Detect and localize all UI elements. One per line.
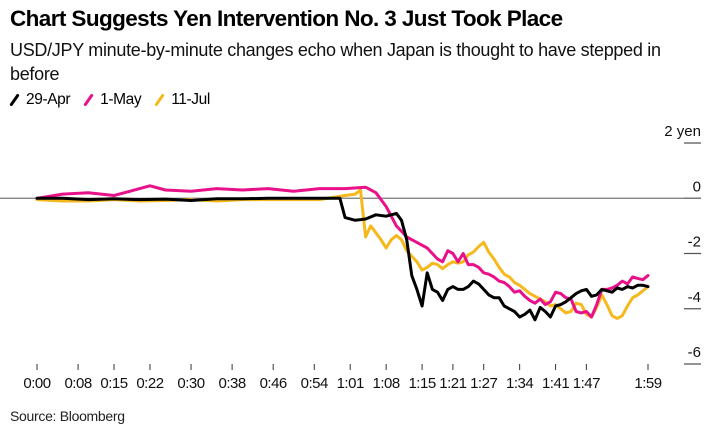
- legend-label-1-may: 1-May: [100, 91, 142, 108]
- y-tick-label: -2: [688, 234, 701, 251]
- y-tick-label: 0: [693, 178, 701, 195]
- source-note: Source: Bloomberg: [10, 408, 125, 424]
- legend: 29-Apr 1-May 11-Jul: [10, 91, 224, 109]
- x-tick-label: 0:15: [100, 375, 127, 392]
- x-tick-label: 0:22: [136, 375, 163, 392]
- x-tick-label: 0:38: [219, 375, 246, 392]
- legend-item-1-may: 1-May: [84, 91, 141, 109]
- x-tick-label: 1:15: [408, 375, 435, 392]
- x-tick-label: 1:47: [573, 375, 600, 392]
- y-axis: 2 yen 0 -2 -4 -6: [0, 123, 701, 365]
- x-tick-label: 1:34: [506, 375, 533, 392]
- series-line-1-may: [35, 184, 650, 319]
- series-layer: [35, 184, 650, 322]
- x-tick-label: 0:46: [260, 375, 287, 392]
- x-tick-label: 1:21: [439, 375, 466, 392]
- chart-subtitle: USD/JPY minute-by-minute changes echo wh…: [10, 40, 661, 84]
- chart-title: Chart Suggests Yen Intervention No. 3 Ju…: [10, 6, 563, 31]
- x-tick-label: 1:01: [337, 375, 364, 392]
- x-tick-label: 0:30: [177, 375, 204, 392]
- legend-label-11-jul: 11-Jul: [171, 91, 210, 108]
- y-tick-label: 2 yen: [664, 123, 701, 140]
- legend-label-29-apr: 29-Apr: [26, 91, 71, 108]
- legend-item-29-apr: 29-Apr: [10, 91, 71, 109]
- legend-item-11-jul: 11-Jul: [155, 91, 210, 109]
- x-tick-label: 1:27: [470, 375, 497, 392]
- y-tick-label: -4: [688, 289, 701, 306]
- x-tick-label: 0:08: [64, 375, 91, 392]
- x-tick-label: 1:08: [373, 375, 400, 392]
- x-tick-label: 0:00: [23, 375, 50, 392]
- x-axis: 0:00 0:08 0:15 0:22 0:30 0:38 0:46 0:54 1:01 1:08…: [23, 364, 662, 392]
- x-tick-label: 1:59: [634, 375, 661, 392]
- y-tick-label: -6: [688, 344, 701, 361]
- x-tick-label: 1:41: [542, 375, 569, 392]
- series-line-29-apr: [35, 196, 650, 322]
- x-tick-label: 0:54: [301, 375, 328, 392]
